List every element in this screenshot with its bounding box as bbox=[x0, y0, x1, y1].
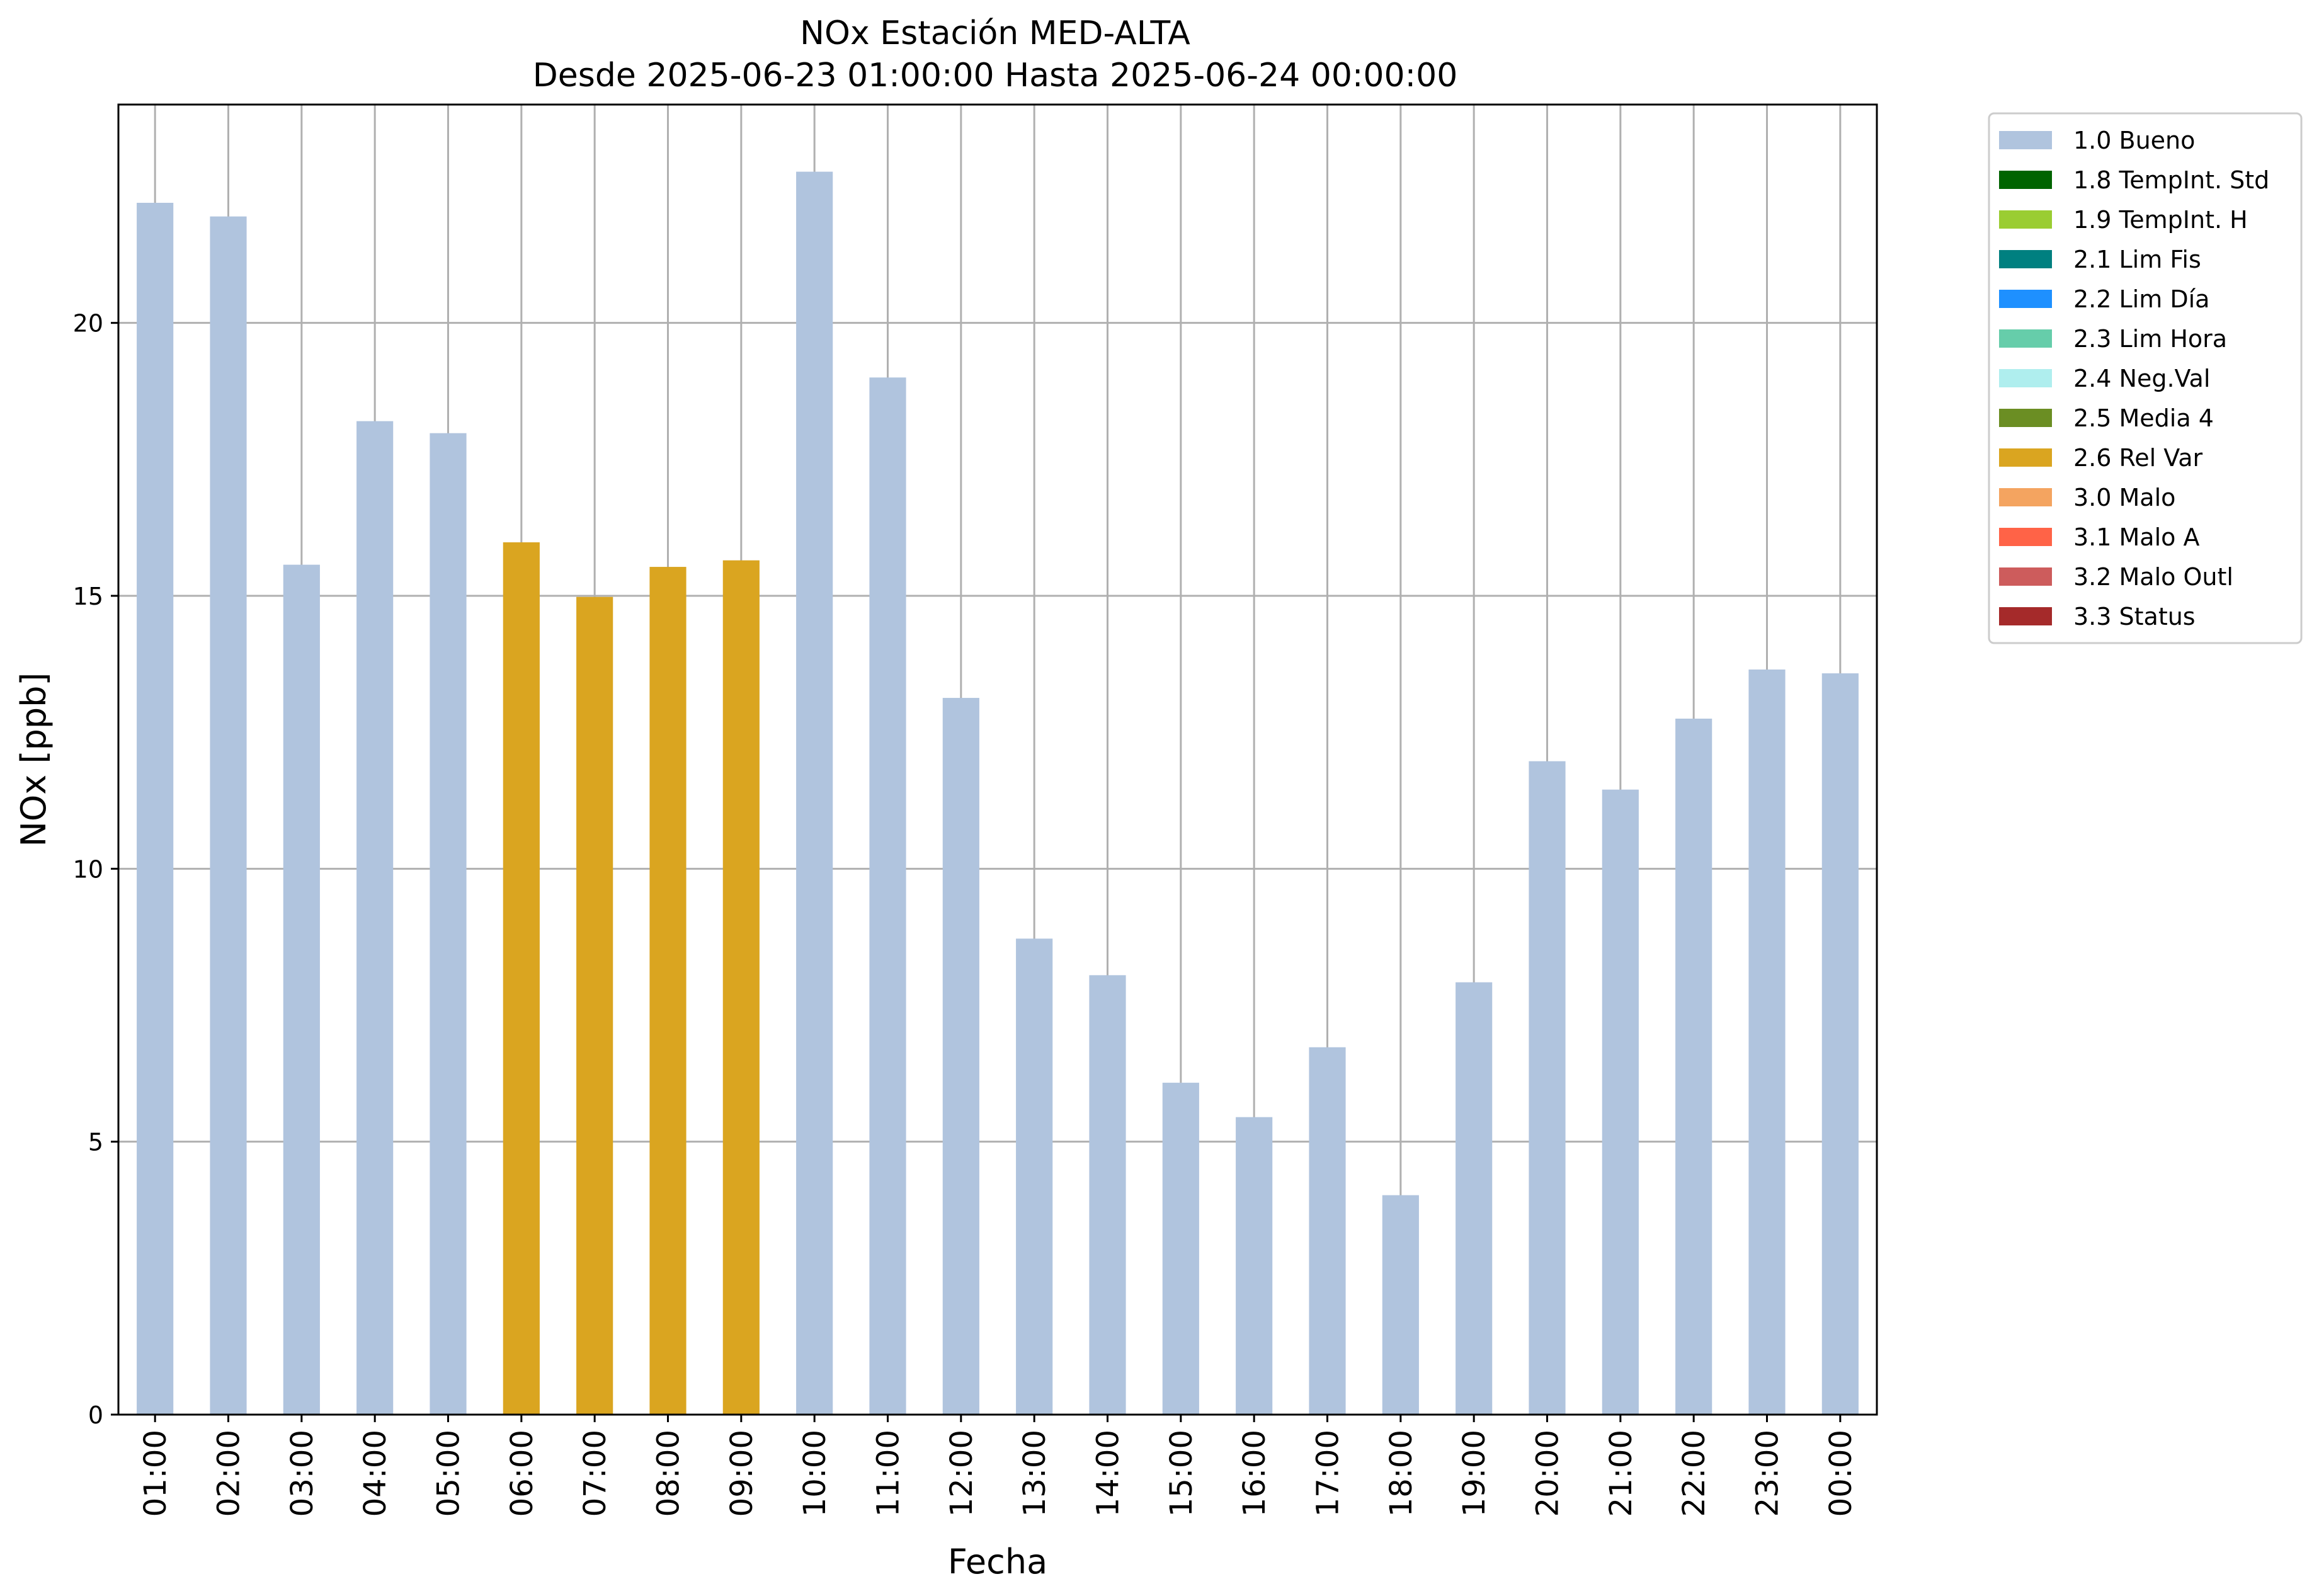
legend-label: 2.4 Neg.Val bbox=[2073, 365, 2210, 392]
legend-label: 1.0 Bueno bbox=[2073, 127, 2195, 154]
y-tick-label: 0 bbox=[88, 1401, 103, 1429]
bar-0700 bbox=[576, 596, 613, 1415]
bar-1700 bbox=[1309, 1047, 1346, 1415]
bar-1200 bbox=[942, 698, 979, 1415]
legend-swatch bbox=[1999, 528, 2052, 546]
bar-2000 bbox=[1529, 761, 1566, 1415]
x-axis-label: Fecha bbox=[948, 1542, 1047, 1582]
bar-1000 bbox=[796, 171, 833, 1415]
legend-swatch bbox=[1999, 369, 2052, 387]
bar-0400 bbox=[356, 421, 394, 1415]
bar-1400 bbox=[1089, 975, 1126, 1415]
bar-1800 bbox=[1382, 1195, 1419, 1415]
legend-label: 3.3 Status bbox=[2073, 603, 2196, 630]
legend-label: 2.5 Media 4 bbox=[2073, 404, 2214, 432]
x-tick-label: 02:00 bbox=[212, 1430, 247, 1517]
x-tick-label: 21:00 bbox=[1604, 1430, 1639, 1517]
x-tick-label: 03:00 bbox=[285, 1430, 320, 1517]
legend-swatch bbox=[1999, 210, 2052, 229]
legend-label: 2.6 Rel Var bbox=[2073, 444, 2203, 472]
x-tick-label: 11:00 bbox=[871, 1430, 906, 1517]
y-tick-label: 15 bbox=[73, 583, 103, 610]
y-tick-label: 10 bbox=[73, 855, 103, 883]
legend-label: 3.1 Malo A bbox=[2073, 523, 2199, 551]
x-tick-label: 05:00 bbox=[431, 1430, 467, 1517]
bar-1100 bbox=[869, 377, 906, 1415]
bar-1500 bbox=[1162, 1083, 1199, 1415]
y-axis-ticks: 0 5 10 15 20 bbox=[73, 310, 118, 1429]
legend-swatch bbox=[1999, 171, 2052, 189]
legend-label: 3.2 Malo Outl bbox=[2073, 563, 2233, 591]
chart-subtitle: Desde 2025-06-23 01:00:00 Hasta 2025-06-… bbox=[533, 57, 1458, 94]
legend-label: 2.2 Lim Día bbox=[2073, 285, 2209, 313]
bar-0300 bbox=[283, 564, 320, 1415]
bar-0200 bbox=[210, 216, 247, 1415]
x-tick-label: 20:00 bbox=[1530, 1430, 1566, 1517]
x-tick-label: 14:00 bbox=[1091, 1430, 1126, 1517]
bar-0900 bbox=[722, 560, 760, 1415]
bar-0500 bbox=[430, 433, 467, 1415]
x-tick-label: 10:00 bbox=[797, 1430, 833, 1517]
bar-0100 bbox=[137, 203, 174, 1415]
x-tick-label: 00:00 bbox=[1823, 1430, 1859, 1517]
x-tick-label: 01:00 bbox=[138, 1430, 173, 1517]
x-tick-label: 23:00 bbox=[1750, 1430, 1786, 1517]
legend-box bbox=[1988, 112, 2303, 644]
x-tick-label: 16:00 bbox=[1237, 1430, 1272, 1517]
legend-swatch bbox=[1999, 329, 2052, 348]
x-tick-label: 04:00 bbox=[358, 1430, 393, 1517]
legend-swatch bbox=[1999, 131, 2052, 149]
x-tick-label: 13:00 bbox=[1017, 1430, 1052, 1517]
x-tick-label: 09:00 bbox=[724, 1430, 760, 1517]
bar-2200 bbox=[1675, 719, 1712, 1415]
legend-swatch bbox=[1999, 250, 2052, 268]
bar-1600 bbox=[1236, 1117, 1273, 1415]
chart-title: NOx Estación MED-ALTA bbox=[800, 14, 1190, 52]
plot-frame bbox=[117, 103, 1878, 1416]
y-axis-label: NOx [ppb] bbox=[14, 673, 54, 847]
x-tick-label: 17:00 bbox=[1311, 1430, 1346, 1517]
x-tick-label: 15:00 bbox=[1164, 1430, 1199, 1517]
y-tick-label: 20 bbox=[73, 310, 103, 338]
legend-label: 2.3 Lim Hora bbox=[2073, 325, 2227, 353]
x-tick-label: 22:00 bbox=[1677, 1430, 1712, 1517]
x-axis-ticks: 01:00 02:00 03:00 04:00 05:00 06:00 07:00 08:00… bbox=[138, 1415, 1859, 1517]
bars bbox=[137, 171, 1859, 1415]
legend-label: 1.8 TempInt. Std bbox=[2073, 166, 2269, 194]
y-tick-label: 5 bbox=[88, 1129, 103, 1156]
x-tick-label: 18:00 bbox=[1384, 1430, 1419, 1517]
legend-swatch bbox=[1999, 607, 2052, 625]
x-tick-label: 12:00 bbox=[944, 1430, 979, 1517]
legend-swatch bbox=[1999, 290, 2052, 308]
bar-0600 bbox=[503, 542, 540, 1415]
legend: 1.0 Bueno 1.8 TempInt. Std 1.9 TempInt. H 2… bbox=[1988, 112, 2303, 644]
x-tick-label: 07:00 bbox=[578, 1430, 613, 1517]
x-tick-label: 06:00 bbox=[504, 1430, 540, 1517]
x-tick-label: 19:00 bbox=[1457, 1430, 1492, 1517]
bar-2300 bbox=[1748, 670, 1786, 1415]
bar-2100 bbox=[1602, 789, 1639, 1415]
x-tick-label: 08:00 bbox=[651, 1430, 687, 1517]
legend-swatch bbox=[1999, 409, 2052, 427]
legend-swatch bbox=[1999, 488, 2052, 506]
bar-1300 bbox=[1016, 938, 1053, 1415]
legend-swatch bbox=[1999, 567, 2052, 586]
bar-0800 bbox=[649, 567, 687, 1415]
bar-0000 bbox=[1821, 673, 1859, 1415]
legend-swatch bbox=[1999, 448, 2052, 467]
legend-label: 2.1 Lim Fis bbox=[2073, 246, 2201, 273]
legend-label: 1.9 TempInt. H bbox=[2073, 206, 2248, 234]
legend-label: 3.0 Malo bbox=[2073, 484, 2175, 511]
bar-1900 bbox=[1456, 982, 1493, 1415]
